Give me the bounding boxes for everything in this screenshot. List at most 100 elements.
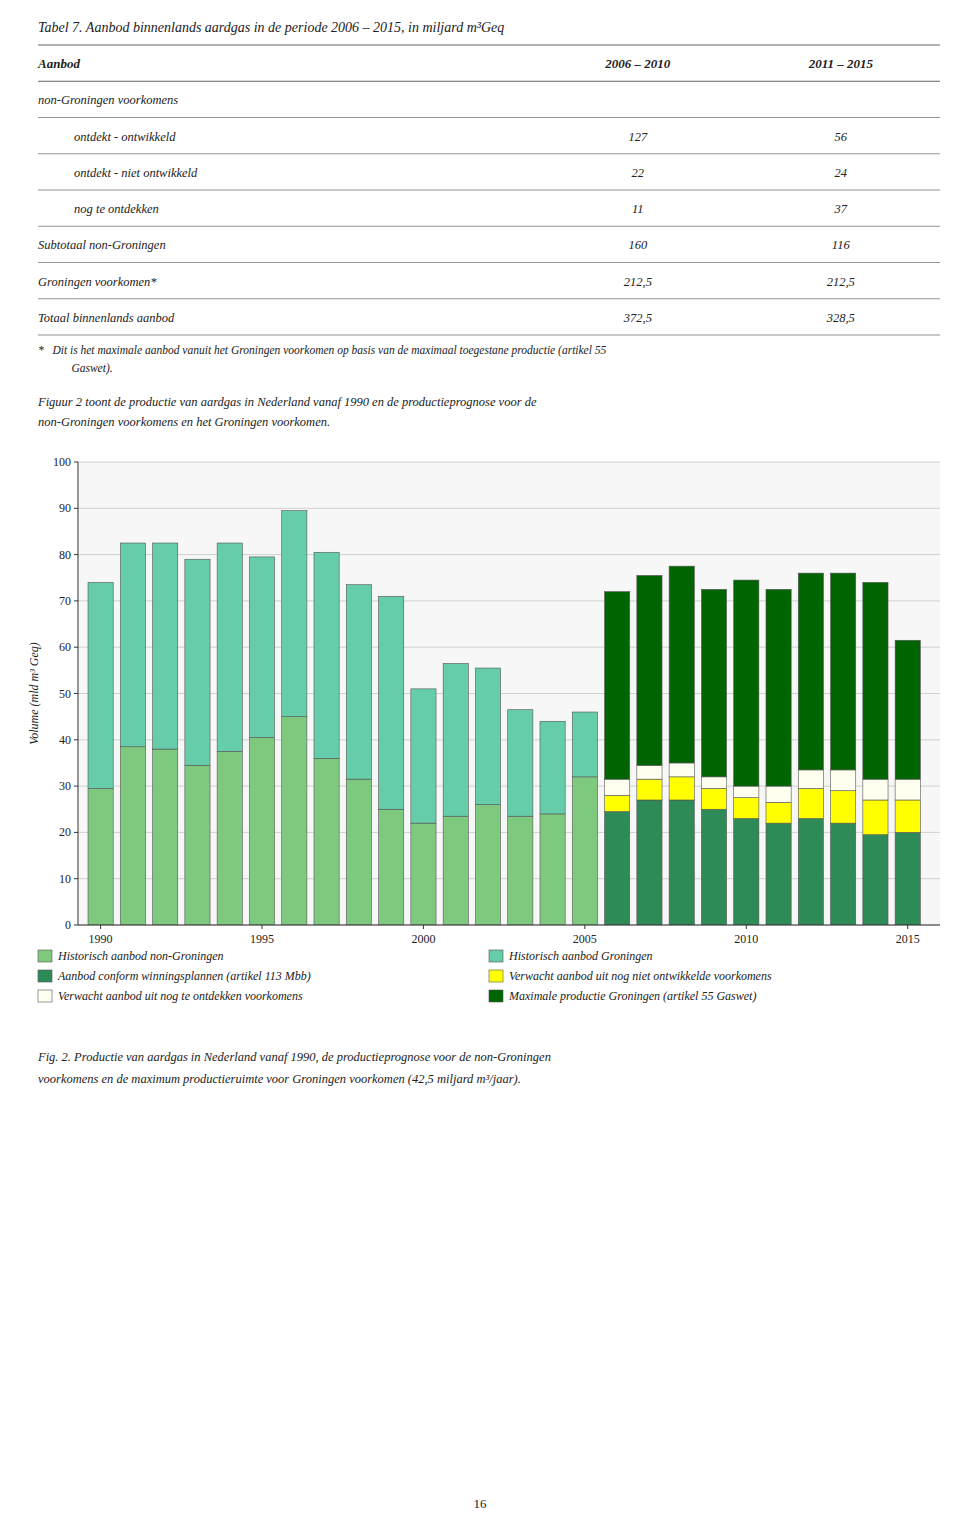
- bar: [605, 592, 630, 780]
- bar: [508, 709, 533, 710]
- x-tick-label: 2015: [896, 932, 920, 946]
- chart: 0102030405060708090100199019952000200520…: [27, 455, 940, 1003]
- table-title: Tabel 7. Aanbod binnenlands aardgas in d…: [38, 20, 504, 35]
- y-tick-label: 70: [59, 594, 71, 608]
- legend-label: Verwacht aanbod uit nog te ontdekken voo…: [58, 989, 303, 1003]
- bar: [153, 543, 178, 544]
- bar: [88, 788, 113, 925]
- y-tick: [74, 925, 78, 926]
- bar: [637, 575, 662, 765]
- bar: [701, 589, 726, 777]
- bars: [88, 511, 920, 925]
- table-cell: 11: [632, 202, 644, 216]
- bar: [701, 788, 726, 809]
- bar: [734, 786, 759, 798]
- grid-line: [78, 508, 940, 509]
- bar: [669, 800, 694, 925]
- bar: [346, 584, 371, 585]
- bar: [153, 543, 178, 544]
- legend-swatch: [38, 990, 52, 1002]
- bar: [217, 543, 242, 751]
- bar: [572, 777, 597, 925]
- legend-label: Aanbod conform winningsplannen (artikel …: [57, 969, 311, 983]
- bar: [411, 688, 436, 689]
- bar: [443, 663, 468, 664]
- bar: [766, 589, 791, 786]
- bar: [540, 721, 565, 722]
- bar: [88, 582, 113, 583]
- bar: [572, 712, 597, 777]
- bar: [185, 559, 210, 560]
- bar: [185, 765, 210, 925]
- table-cell: 372,5: [623, 311, 652, 325]
- table-row-label: nog te ontdekken: [74, 202, 159, 216]
- x-tick-label: 2000: [411, 932, 435, 946]
- y-tick: [74, 647, 78, 648]
- bar: [314, 552, 339, 758]
- table-rule: [38, 190, 940, 191]
- y-tick-label: 10: [59, 872, 71, 886]
- bar: [508, 816, 533, 925]
- y-tick-label: 100: [53, 455, 71, 469]
- table-rule: [38, 45, 940, 46]
- bar: [863, 779, 888, 800]
- bar: [411, 688, 436, 689]
- bar: [895, 640, 920, 779]
- bar: [282, 717, 307, 925]
- bar: [153, 543, 178, 544]
- bar: [411, 823, 436, 925]
- bar: [249, 556, 274, 557]
- bar: [120, 543, 145, 544]
- legend-label: Historisch aanbod Groningen: [508, 949, 653, 963]
- bar: [572, 712, 597, 713]
- x-tick: [100, 925, 101, 929]
- bar: [443, 663, 468, 664]
- bar: [282, 510, 307, 511]
- table-cell: 56: [835, 130, 848, 144]
- bar: [379, 596, 404, 597]
- table-cell: 22: [632, 166, 645, 180]
- bar: [346, 585, 371, 779]
- bar: [346, 584, 371, 585]
- x-tick-label: 2010: [734, 932, 758, 946]
- x-tick: [584, 925, 585, 929]
- bar: [314, 552, 339, 553]
- bar: [314, 552, 339, 553]
- legend-label: Historisch aanbod non-Groningen: [57, 949, 224, 963]
- bar: [282, 510, 307, 511]
- bar: [605, 795, 630, 811]
- bar: [766, 786, 791, 802]
- bar: [379, 596, 404, 597]
- footnote: Gaswet).: [57, 362, 113, 375]
- legend-swatch: [489, 990, 503, 1002]
- bar: [217, 543, 242, 544]
- table-row-label: ontdekt - niet ontwikkeld: [74, 166, 198, 180]
- bar: [605, 812, 630, 925]
- table-cell: 127: [628, 130, 648, 144]
- y-tick: [74, 508, 78, 509]
- bar: [734, 580, 759, 786]
- legend-swatch: [38, 950, 52, 962]
- bar: [185, 559, 210, 765]
- legend-swatch: [489, 970, 503, 982]
- bar: [153, 543, 178, 749]
- bar: [798, 573, 823, 770]
- table-cell: 212,5: [624, 275, 652, 289]
- bar: [120, 543, 145, 544]
- bar: [379, 596, 404, 809]
- table-row-label: ontdekt - ontwikkeld: [74, 130, 176, 144]
- bar: [637, 765, 662, 779]
- table-header: 2011 – 2015: [808, 56, 874, 71]
- bar: [701, 809, 726, 925]
- table-rule: [38, 226, 940, 227]
- bar: [346, 779, 371, 925]
- bar: [895, 800, 920, 832]
- x-tick-label: 2005: [573, 932, 597, 946]
- table-rule: [38, 153, 940, 154]
- caption: Fig. 2. Productie van aardgas in Nederla…: [37, 1050, 551, 1064]
- y-tick: [74, 878, 78, 879]
- bar: [120, 543, 145, 747]
- y-axis-label: Volume (mld m³ Geq): [27, 642, 41, 745]
- bar: [314, 552, 339, 553]
- bar: [895, 779, 920, 800]
